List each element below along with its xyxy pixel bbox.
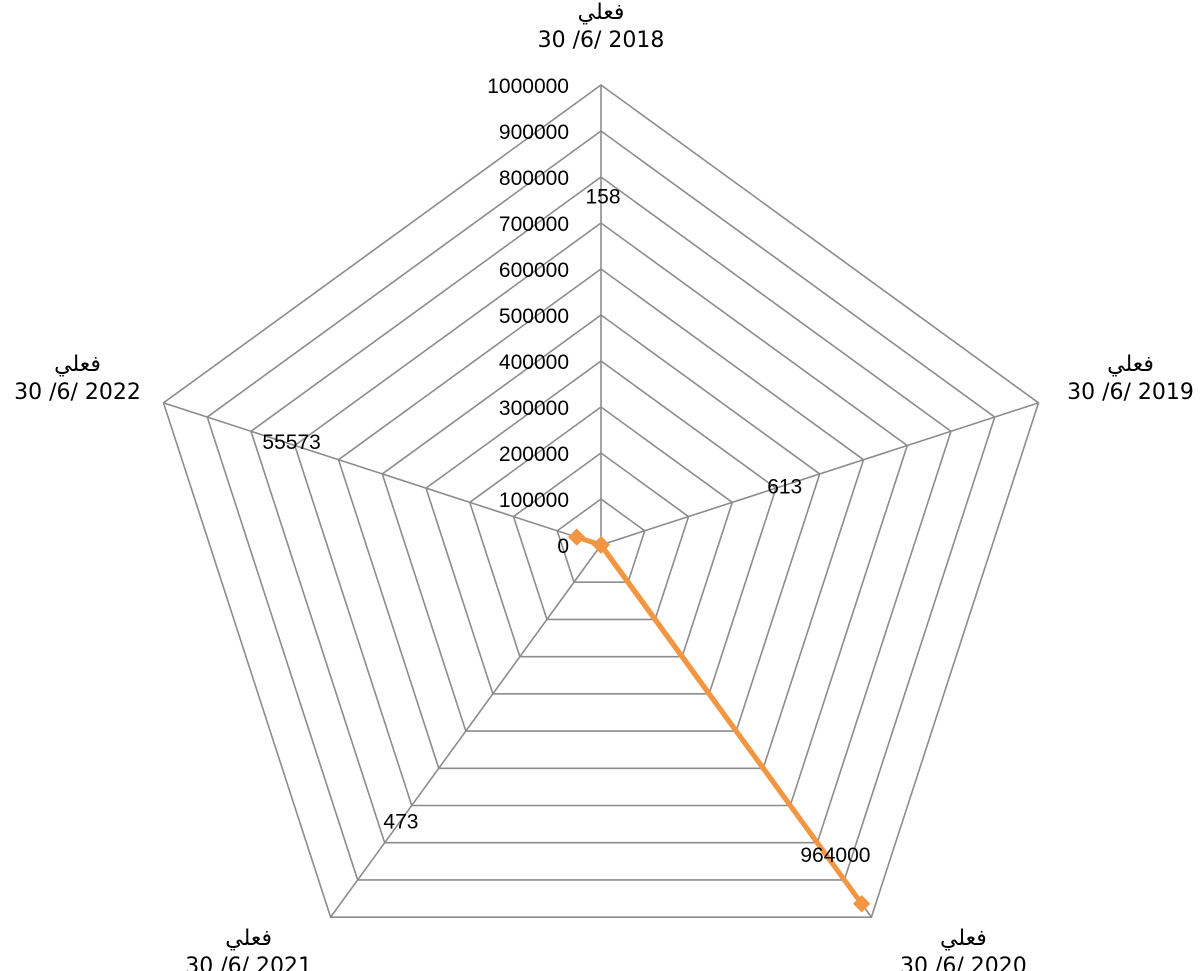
- data-label: 55573: [262, 431, 320, 454]
- category-label-name: فعلي: [225, 926, 272, 951]
- spoke-line: [600, 402, 1039, 546]
- data-labels: 158 613 964000 473 55573: [262, 185, 870, 866]
- category-label-date: 30 /6/ 2018: [538, 28, 665, 53]
- radial-tick-label: 800000: [499, 167, 569, 190]
- radial-tick-label: 700000: [499, 213, 569, 236]
- spoke-line: [163, 402, 602, 546]
- series-marker: [592, 536, 610, 554]
- radial-tick-label: 200000: [499, 443, 569, 466]
- grid-ring: [468, 406, 734, 658]
- category-label-name: فعلي: [578, 0, 625, 25]
- category-label-date: 30 /6/ 2022: [14, 380, 141, 405]
- data-label: 473: [383, 810, 418, 833]
- category-label-date: 30 /6/ 2020: [900, 954, 1027, 971]
- grid-ring: [381, 314, 821, 732]
- radial-tick-label: 500000: [499, 305, 569, 328]
- series-marker: [852, 895, 871, 913]
- data-label: 158: [585, 185, 620, 208]
- radial-tick-label: 400000: [499, 351, 569, 374]
- grid-ring: [512, 452, 690, 621]
- radial-tick-label: 100000: [499, 489, 569, 512]
- radar-grid: [162, 84, 1040, 918]
- grid-ring: [425, 360, 777, 695]
- category-labels: فعلي 30 /6/ 2018 فعلي 30 /6/ 2019 فعلي 30 /6/…: [14, 0, 1194, 971]
- category-label-name: فعلي: [940, 926, 987, 951]
- data-label: 613: [767, 475, 802, 498]
- series-marker: [567, 528, 586, 546]
- category-label-date: 30 /6/ 2021: [185, 954, 312, 971]
- radial-tick-label: 900000: [499, 121, 569, 144]
- grid-ring: [250, 176, 952, 844]
- grid-ring: [206, 130, 996, 881]
- grid-ring: [162, 84, 1040, 918]
- category-label-name: فعلي: [54, 352, 101, 377]
- spoke-line: [329, 544, 602, 918]
- data-label: 964000: [800, 844, 870, 867]
- radial-tick-label: 600000: [499, 259, 569, 282]
- radial-tick-label: 0: [557, 535, 569, 558]
- radial-tick-label: 300000: [499, 397, 569, 420]
- category-label-date: 30 /6/ 2019: [1067, 380, 1194, 405]
- category-label-name: فعلي: [1107, 352, 1154, 377]
- grid-ring: [293, 222, 909, 807]
- grid-ring: [556, 498, 646, 584]
- radar-spokes: [163, 85, 1039, 918]
- radial-tick-labels: 0 100000 200000 300000 400000 500000 600000 700…: [487, 75, 569, 558]
- radial-tick-label: 1000000: [487, 75, 569, 98]
- grid-ring: [337, 268, 865, 770]
- radar-series: [567, 528, 871, 913]
